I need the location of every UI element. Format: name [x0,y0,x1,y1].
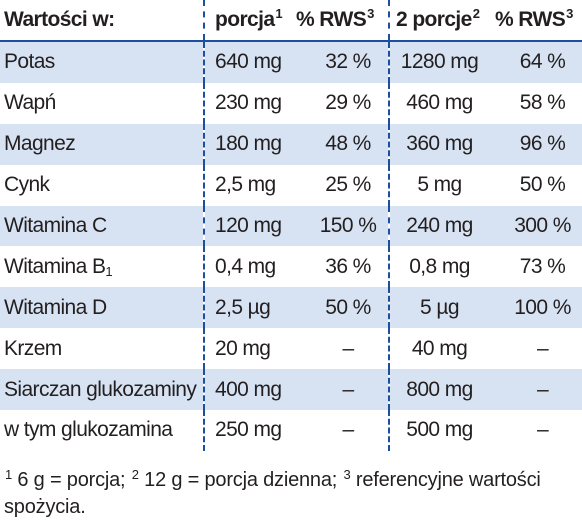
row-name: Krzem [0,328,204,370]
table-row: Magnez 180 mg 48 % 360 mg 96 % [0,123,582,165]
row-rws: 29 % [290,82,389,124]
footnote: 1 6 g = porcja; 2 12 g = porcja dzienna;… [4,467,580,521]
table-row: Witamina B1 0,4 mg 36 % 0,8 mg 73 % [0,246,582,288]
footnote-3-text: referencyjne wartości spożycia. [4,469,541,518]
row-name-cell: Witamina B1 [0,246,204,288]
row-dose: 180 mg [203,123,290,165]
row-dose2: 40 mg [388,328,489,370]
footnote-2-marker: 2 [131,467,139,482]
table-row: Krzem 20 mg – 40 mg – [0,328,582,370]
row-rws: 150 % [290,205,389,247]
header-rws2-sup: 3 [566,6,573,21]
row-rws2: 300 % [489,205,582,247]
row-name: Potas [0,41,204,83]
row-rws: 48 % [290,123,389,165]
row-rws2: – [489,410,582,451]
row-dose2: 800 mg [388,369,489,411]
table-row: Witamina C 120 mg 150 % 240 mg 300 % [0,205,582,247]
row-name-subscript: 1 [105,263,112,279]
row-rws2: 73 % [489,246,582,288]
row-name: Witamina D [0,287,204,329]
row-name: Witamina C [0,205,204,247]
row-dose: 230 mg [203,82,290,124]
table-row: Wapń 230 mg 29 % 460 mg 58 % [0,82,582,124]
row-dose: 400 mg [203,369,290,411]
header-portion-label: porcja [215,8,275,31]
row-dose: 2,5 mg [203,164,290,206]
header-rws: % RWS3 [290,0,389,41]
table-row: Cynk 2,5 mg 25 % 5 mg 50 % [0,164,582,206]
header-portion: porcja1 [203,0,290,41]
header-portion-sup: 1 [275,6,283,21]
header-two-portions-label: 2 porcje [396,8,472,31]
header-two-portions-sup: 2 [472,6,480,21]
table-row: Witamina D 2,5 µg 50 % 5 µg 100 % [0,287,582,329]
footnote-1-text: 6 g = porcja; [12,469,131,491]
footnote-2-text: 12 g = porcja dzienna; [138,469,343,491]
row-rws: 32 % [290,41,389,83]
header-rws2: % RWS3 [489,0,582,41]
row-rws: – [290,369,389,411]
row-rws2: 100 % [489,287,582,329]
row-dose2: 460 mg [388,82,489,124]
row-name: Witamina B [4,254,106,278]
row-dose: 120 mg [203,205,290,247]
table-row: w tym glukozamina 250 mg – 500 mg – [0,410,582,451]
table-row: Potas 640 mg 32 % 1280 mg 64 % [0,41,582,83]
header-rws-label: % RWS [296,8,367,31]
footnote-3-marker: 3 [343,467,351,482]
header-row: Wartości w: porcja1 % RWS3 2 porcje2 % R… [0,0,582,41]
table-row: Siarczan glukozaminy 400 mg – 800 mg – [0,369,582,411]
row-name: Cynk [0,164,204,206]
header-rws2-label: % RWS [495,8,566,31]
row-name: w tym glukozamina [0,410,204,451]
row-rws: 25 % [290,164,389,206]
header-two-portions: 2 porcje2 [388,0,489,41]
row-dose2: 1280 mg [388,41,489,83]
header-values-in: Wartości w: [0,0,204,41]
nutrition-table: Wartości w: porcja1 % RWS3 2 porcje2 % R… [0,0,582,451]
header-rws-sup: 3 [367,6,374,21]
row-rws2: 64 % [489,41,582,83]
row-rws2: 58 % [489,82,582,124]
row-dose2: 5 mg [388,164,489,206]
row-rws2: – [489,328,582,370]
row-name: Siarczan glukozaminy [0,369,204,411]
row-rws2: – [489,369,582,411]
row-rws: 36 % [290,246,389,288]
row-dose: 250 mg [203,410,290,451]
row-dose: 20 mg [203,328,290,370]
row-dose2: 5 µg [388,287,489,329]
row-dose: 2,5 µg [203,287,290,329]
row-rws2: 96 % [489,123,582,165]
footnote-1-marker: 1 [5,467,13,482]
row-rws: – [290,410,389,451]
row-name: Magnez [0,123,204,165]
row-dose2: 360 mg [388,123,489,165]
row-rws: – [290,328,389,370]
row-dose2: 500 mg [388,410,489,451]
header-values-in-label: Wartości w: [4,8,115,31]
row-rws: 50 % [290,287,389,329]
row-dose: 0,4 mg [203,246,290,288]
row-rws2: 50 % [489,164,582,206]
row-dose2: 0,8 mg [388,246,489,288]
row-name: Wapń [0,82,204,124]
row-dose: 640 mg [203,41,290,83]
row-dose2: 240 mg [388,205,489,247]
